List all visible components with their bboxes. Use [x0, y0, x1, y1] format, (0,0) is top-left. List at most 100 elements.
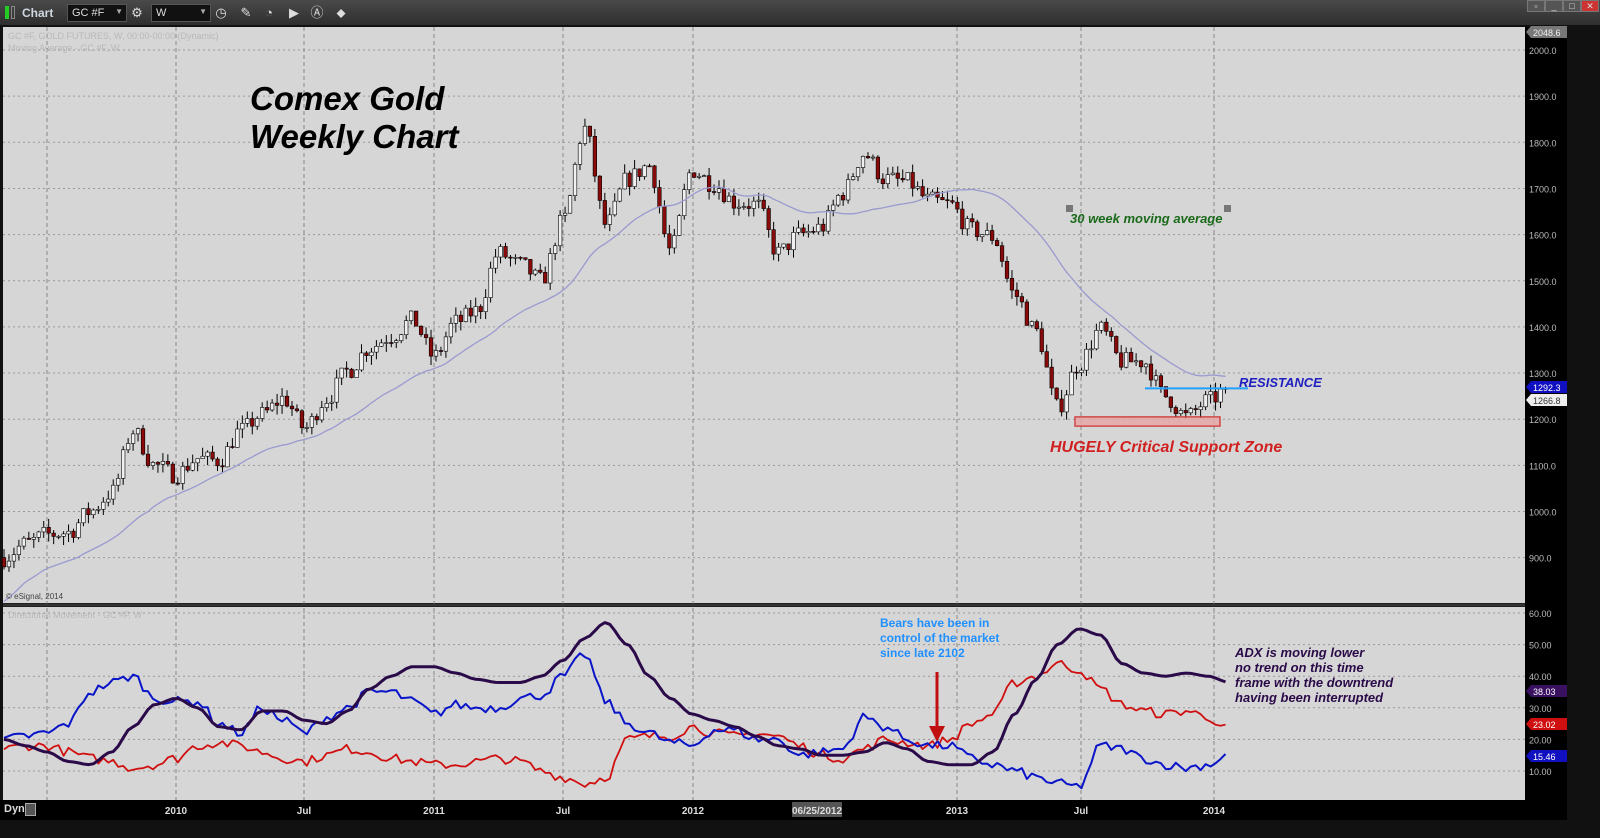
- symbol-select[interactable]: GC #F ▼: [67, 4, 127, 22]
- candle-body: [220, 465, 225, 468]
- candle-body: [185, 466, 190, 471]
- candle-body: [1129, 352, 1134, 363]
- restore-window-button[interactable]: ▫: [1527, 0, 1545, 12]
- close-button[interactable]: ✕: [1581, 0, 1599, 12]
- chevron-down-icon: ▼: [115, 7, 123, 16]
- candle-body: [116, 478, 121, 486]
- candle-body: [657, 187, 662, 208]
- alert-icon[interactable]: Ⓐ: [310, 5, 324, 20]
- candle-body: [841, 195, 846, 201]
- time-tick-label: 2011: [423, 806, 445, 817]
- candle-body: [1094, 330, 1099, 350]
- candle-body: [225, 446, 230, 468]
- candle-body: [126, 443, 131, 451]
- time-tick-label: 2010: [165, 806, 188, 817]
- candle-body: [473, 306, 478, 317]
- candle-body: [677, 215, 682, 236]
- candle-body: [567, 195, 573, 214]
- candle-body: [687, 172, 692, 191]
- candle-body: [438, 350, 444, 352]
- candle-body: [180, 466, 185, 484]
- candle-body: [905, 172, 910, 181]
- candle-body: [731, 195, 737, 209]
- candle-body: [140, 428, 146, 455]
- toolbar: Chart GC #F ▼ ⚙ W ▼ ◷ ✎ ◔ ▶ Ⓐ ⬥ ▫ _ □ ✕: [0, 0, 1600, 26]
- chart-title: Comex Gold Weekly Chart: [250, 80, 458, 156]
- price-panel: [3, 27, 1525, 603]
- indicator-tick-label: 50.00: [1529, 641, 1552, 651]
- candle-body: [260, 407, 265, 419]
- candle-body: [925, 193, 930, 197]
- candle-body: [41, 527, 46, 533]
- candle-body: [1213, 391, 1218, 403]
- price-tick-label: 1900.0: [1529, 92, 1557, 102]
- candle-body: [215, 458, 220, 467]
- candle-body: [682, 189, 687, 217]
- indicator-tick-label: 40.00: [1529, 672, 1552, 682]
- second-price-label: 1266.8: [1533, 396, 1561, 406]
- candle-body: [756, 199, 761, 202]
- minimize-button[interactable]: _: [1545, 0, 1563, 12]
- pencil-icon[interactable]: ✎: [240, 5, 252, 20]
- bears-annotation: Bears have been in control of the market s…: [880, 616, 999, 661]
- candle-body: [299, 410, 305, 429]
- candle-body: [51, 532, 56, 537]
- candle-body: [970, 218, 975, 223]
- candle-body: [776, 246, 781, 255]
- play-icon[interactable]: ▶: [289, 5, 299, 20]
- candle-body: [518, 257, 523, 259]
- candle-body: [46, 527, 51, 534]
- candle-body: [836, 195, 841, 206]
- candle-body: [284, 395, 290, 407]
- candle-body: [399, 334, 404, 341]
- annotation-handle[interactable]: [1066, 205, 1073, 212]
- maximize-button[interactable]: □: [1563, 0, 1581, 12]
- candle-body: [384, 342, 389, 344]
- lock-icon[interactable]: [25, 803, 36, 816]
- candle-body: [389, 342, 394, 344]
- chart-window-icon: [5, 6, 9, 19]
- price-axis: [1525, 27, 1567, 800]
- candle-body: [374, 345, 379, 353]
- interval-select[interactable]: W ▼: [151, 4, 211, 22]
- price-tick-label: 1800.0: [1529, 138, 1557, 148]
- candle-body: [319, 407, 324, 421]
- candle-body: [1218, 388, 1223, 403]
- candle-body: [61, 533, 66, 537]
- price-tick-label: 1700.0: [1529, 184, 1557, 194]
- candle-body: [314, 416, 319, 421]
- title-line-2: Weekly Chart: [250, 118, 459, 155]
- candle-body: [369, 351, 374, 356]
- candle-body: [379, 342, 384, 347]
- candle-body: [270, 402, 275, 411]
- interval-clock-icon[interactable]: ◷: [215, 5, 227, 20]
- candle-body: [483, 297, 488, 312]
- candle-body: [726, 195, 732, 203]
- candle-body: [364, 352, 369, 356]
- chart-settings-icon[interactable]: ⚙: [131, 5, 143, 20]
- candle-body: [652, 165, 657, 188]
- link-icon[interactable]: ⬥: [336, 5, 346, 20]
- candle-body: [26, 537, 31, 540]
- candle-body: [200, 455, 205, 459]
- studies-icon[interactable]: ◔: [265, 5, 273, 20]
- annotation-handle[interactable]: [1224, 205, 1231, 212]
- price-tick-label: 1100.0: [1529, 461, 1556, 471]
- adx-line: [3, 621, 1227, 767]
- candle-body: [508, 256, 513, 259]
- bears-line: since late 2102: [880, 646, 965, 660]
- dmi-legend: Directional Movement - GC #F, W: [8, 610, 143, 620]
- indicator-tick-label: 30.00: [1529, 704, 1552, 714]
- candle-body: [562, 212, 568, 216]
- time-tick-label: 2014: [1203, 806, 1226, 817]
- candle-body: [955, 201, 960, 210]
- candle-body: [1163, 386, 1168, 398]
- candle-body: [1109, 331, 1114, 337]
- candle-body: [607, 214, 612, 225]
- candle-body: [1183, 410, 1188, 414]
- candle-body: [1034, 321, 1039, 330]
- candle-body: [1064, 394, 1069, 413]
- candle-body: [513, 257, 518, 259]
- candle-body: [414, 310, 419, 327]
